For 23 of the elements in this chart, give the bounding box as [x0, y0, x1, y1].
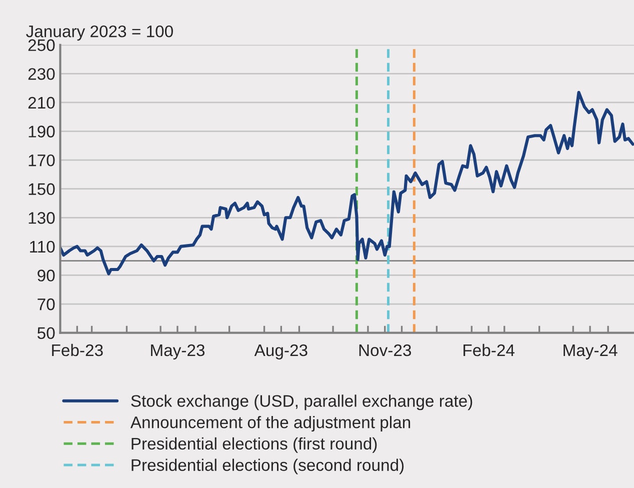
legend-label: Announcement of the adjustment plan	[130, 416, 410, 432]
x-tick-label: Feb-24	[464, 344, 515, 356]
line-series	[60, 90, 634, 276]
y-tick-label: 90	[38, 270, 55, 282]
y-tick-label: 230	[28, 68, 55, 80]
x-tick-label: May-24	[564, 344, 618, 360]
legend-label: Presidential elections (second round)	[132, 458, 404, 474]
x-tick-label: May-23	[151, 344, 205, 360]
legend-label: Presidential elections (first round)	[132, 437, 377, 453]
y-tick-label: 150	[28, 183, 55, 196]
y-tick-label: 250	[28, 39, 55, 52]
x-tick-label: Nov-23	[359, 344, 412, 356]
y-tick-label: 190	[28, 126, 55, 138]
y-tick-label: 130	[28, 212, 55, 224]
y-tick-label: 110	[30, 240, 55, 253]
y-tick-label: 210	[28, 96, 55, 109]
x-tick-label: Feb-23	[52, 344, 103, 356]
legend-label: Stock exchange (USD, parallel exchange rate)	[131, 394, 472, 410]
x-tick-label: Aug-23	[254, 344, 308, 360]
y-tick-label: 50	[38, 327, 55, 340]
y-axis-title: January 2023 = 100	[26, 25, 173, 41]
y-tick-label: 70	[38, 298, 55, 310]
y-tick-label: 170	[28, 154, 55, 166]
